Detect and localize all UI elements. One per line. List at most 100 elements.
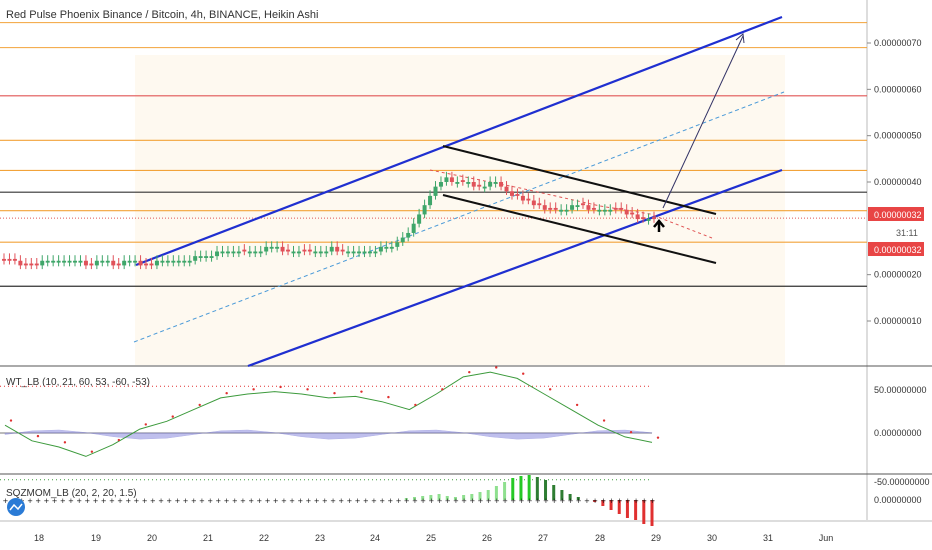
- mom-cross-50: +: [412, 497, 418, 505]
- wt-dot-0: [9, 419, 13, 422]
- candle-body-67: [367, 251, 372, 254]
- candle-body-54: [296, 251, 301, 254]
- mom-bar-60: [494, 486, 498, 500]
- mom-cross-30: +: [248, 497, 254, 505]
- candle-body-42: [231, 251, 236, 254]
- price-tick-label-3: 0.00000040: [874, 177, 922, 187]
- candle-body-46: [253, 251, 258, 254]
- candle-body-66: [362, 251, 367, 254]
- x-tick-label-14: Jun: [819, 533, 834, 543]
- candle-body-78: [428, 195, 433, 206]
- candles: [2, 171, 656, 270]
- mom-cross-67: +: [551, 497, 557, 505]
- flag-upper-line[interactable]: [442, 145, 717, 215]
- candle-body-55: [302, 249, 307, 252]
- wt-dot-18: [495, 366, 498, 369]
- wt-dot-14: [387, 395, 390, 399]
- mom-cross-69: +: [568, 497, 574, 505]
- x-tick-label-7: 25: [426, 533, 436, 543]
- mom-cross-61: +: [502, 497, 508, 505]
- candle-body-26: [144, 263, 149, 266]
- candle-body-70: [384, 246, 389, 249]
- x-tick-label-0: 18: [34, 533, 44, 543]
- mom-bar-56: [462, 495, 466, 500]
- candle-body-29: [160, 260, 165, 263]
- wt-dot-20: [548, 388, 552, 391]
- mom-cross-5: +: [43, 497, 49, 505]
- up-arrow-marker: [653, 219, 665, 232]
- mom-cross-43: +: [355, 497, 361, 505]
- candle-body-118: [646, 219, 651, 221]
- candle-body-2: [12, 258, 17, 261]
- candle-body-63: [346, 251, 351, 254]
- candle-body-8: [45, 260, 50, 263]
- candle-body-71: [389, 246, 394, 249]
- candle-body-57: [313, 251, 318, 254]
- candle-body-1: [7, 258, 12, 261]
- mom-cross-31: +: [256, 497, 262, 505]
- chart-title: Red Pulse Phoenix Binance / Bitcoin, 4h,…: [6, 9, 318, 21]
- candle-body-83: [455, 182, 460, 184]
- flag-lower-line[interactable]: [442, 194, 717, 264]
- candle-body-110: [602, 209, 607, 212]
- x-tick-label-8: 26: [482, 533, 492, 543]
- mom-bar-68: [560, 490, 564, 500]
- mom-bar-58: [478, 492, 482, 500]
- candle-body-105: [575, 205, 580, 208]
- candle-body-96: [526, 198, 531, 201]
- projection-arrow-line[interactable]: [662, 35, 744, 209]
- candle-body-104: [570, 205, 575, 210]
- mom-cross-41: +: [338, 497, 344, 505]
- mom-indicator-title: SQZMOM_LB (20, 2, 20, 1.5): [6, 488, 137, 499]
- mom-cross-49: +: [404, 497, 410, 505]
- mom-cross-62: +: [510, 497, 516, 505]
- candle-body-39: [215, 251, 220, 257]
- mom-cross-13: +: [109, 497, 115, 505]
- channel-upper-line[interactable]: [135, 15, 783, 267]
- candle-body-86: [471, 182, 476, 187]
- mom-cross-79: +: [650, 497, 656, 505]
- mom-cross-72: +: [592, 497, 598, 505]
- channel-lower-line[interactable]: [247, 168, 783, 368]
- mom-tick-label-0: 0.00000000: [874, 495, 922, 505]
- x-tick-label-2: 20: [147, 533, 157, 543]
- mom-bar-70: [576, 497, 580, 500]
- candle-body-17: [94, 260, 99, 266]
- candle-body-92: [504, 186, 509, 192]
- candle-body-72: [395, 242, 400, 247]
- mom-cross-56: +: [461, 497, 467, 505]
- candle-body-98: [537, 203, 542, 206]
- mom-bar-51: [421, 496, 425, 500]
- mom-cross-21: +: [174, 497, 180, 505]
- mom-cross-74: +: [609, 497, 615, 505]
- mom-cross-66: +: [543, 497, 549, 505]
- mom-cross-37: +: [306, 497, 312, 505]
- candle-body-102: [559, 209, 564, 212]
- mom-cross-17: +: [142, 497, 148, 505]
- candle-body-11: [62, 260, 67, 263]
- candle-body-115: [630, 212, 635, 215]
- mom-cross-55: +: [453, 497, 459, 505]
- wt-dot-12: [333, 392, 336, 395]
- wt-dot-22: [602, 419, 606, 422]
- candle-body-33: [182, 260, 187, 263]
- candle-body-95: [520, 195, 525, 201]
- candle-body-60: [329, 246, 334, 252]
- candle-body-49: [269, 246, 274, 249]
- mom-bar-77: [634, 500, 638, 520]
- candle-body-53: [291, 251, 296, 254]
- projection-arrow-head: [735, 33, 745, 44]
- wt-dot-11: [306, 388, 309, 391]
- mom-cross-16: +: [134, 497, 140, 505]
- candle-body-107: [586, 205, 591, 210]
- wt-dot-7: [198, 403, 201, 407]
- wt-dot-23: [629, 431, 633, 434]
- mom-cross-73: +: [600, 497, 606, 505]
- candle-body-117: [641, 217, 646, 220]
- mom-axis: 0.00000000: [874, 495, 922, 505]
- mom-cross-9: +: [76, 497, 82, 505]
- mom-bar-63: [519, 476, 523, 500]
- x-tick-label-11: 29: [651, 533, 661, 543]
- mom-cross-57: +: [469, 497, 475, 505]
